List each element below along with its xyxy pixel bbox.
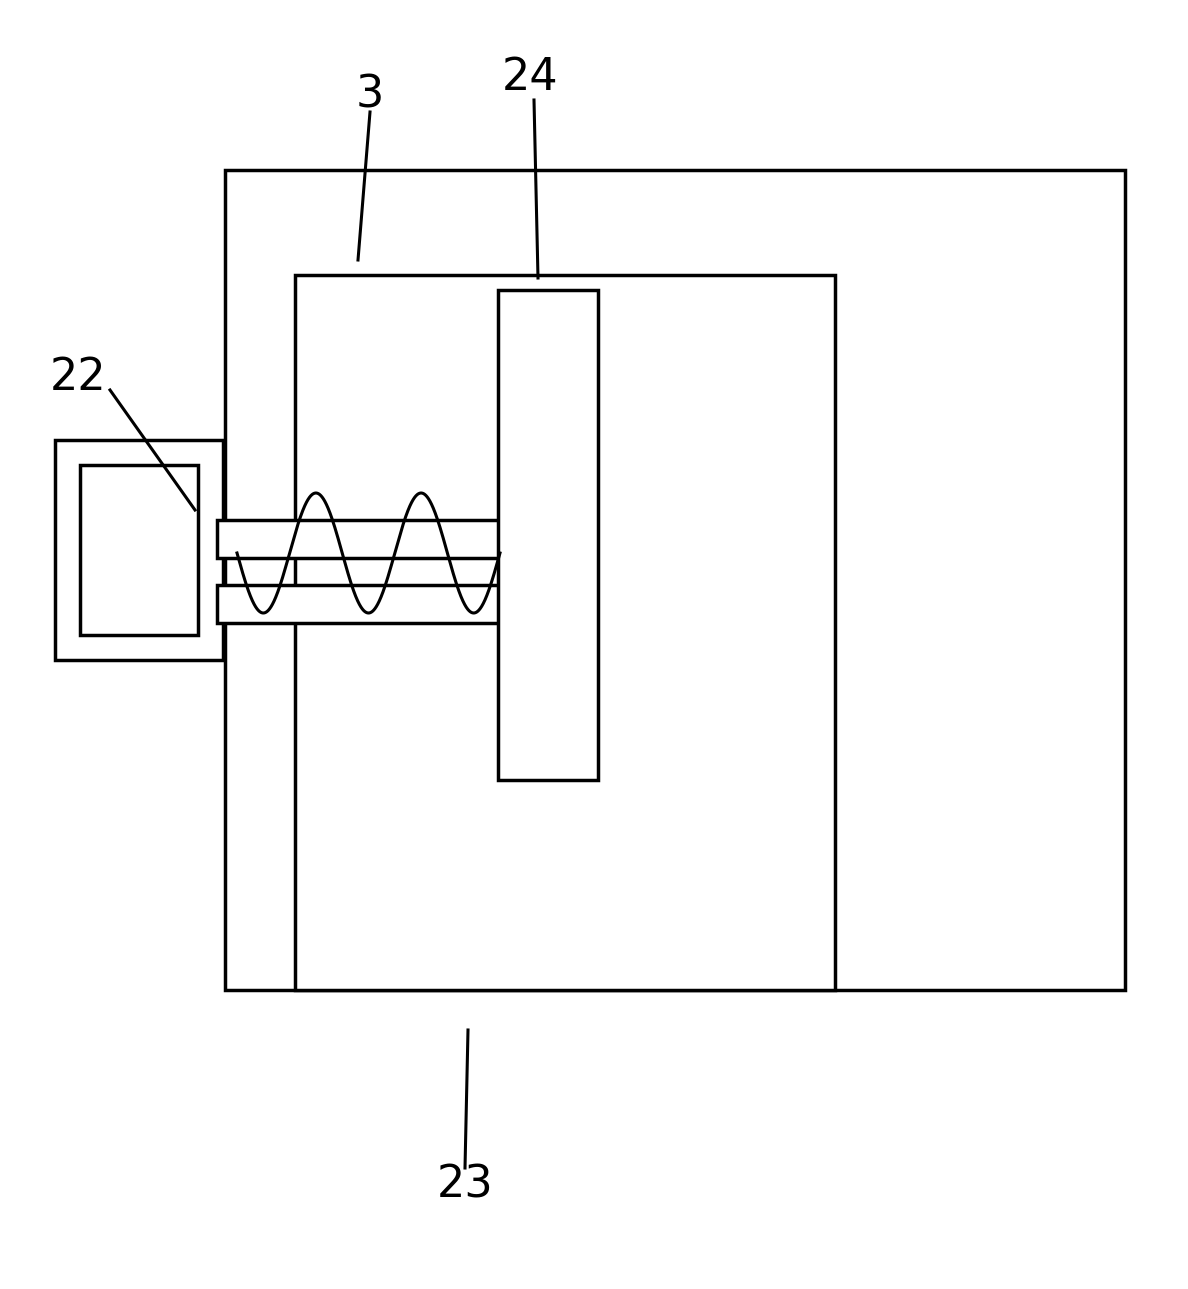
Bar xyxy=(55,440,223,660)
Text: 24: 24 xyxy=(501,57,558,99)
Bar xyxy=(225,170,1125,990)
Text: 22: 22 xyxy=(50,357,107,400)
Text: 23: 23 xyxy=(437,1164,493,1207)
Bar xyxy=(498,290,598,780)
Bar xyxy=(80,465,198,635)
Bar xyxy=(217,519,522,558)
Bar xyxy=(217,585,522,623)
Text: 3: 3 xyxy=(356,73,384,116)
Bar xyxy=(295,275,835,990)
